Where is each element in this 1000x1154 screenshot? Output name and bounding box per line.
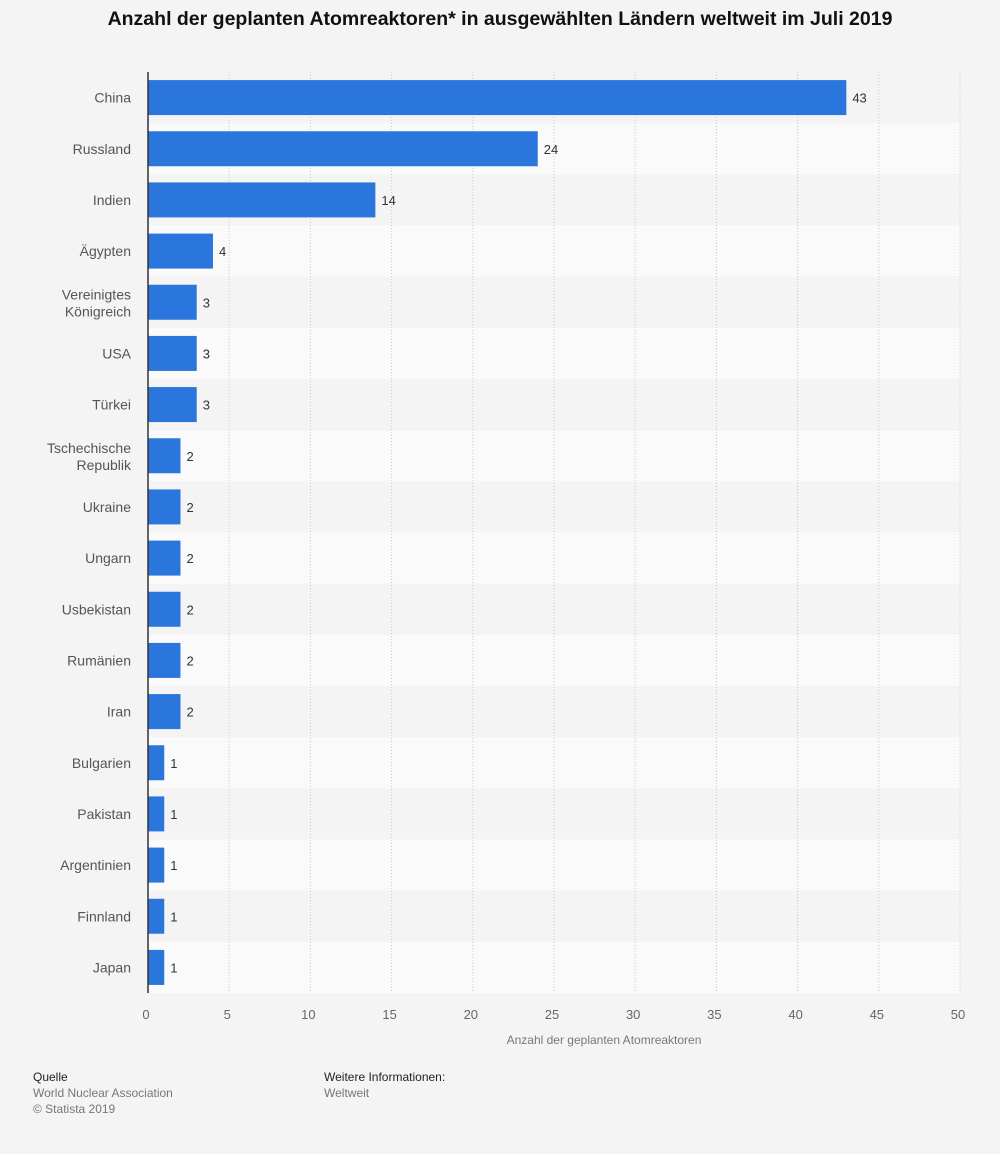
value-label: 2 [186,602,193,617]
x-tick-label: 10 [301,1007,315,1022]
value-label: 1 [170,909,177,924]
x-tick-label: 35 [707,1007,721,1022]
x-tick-label: 50 [951,1007,965,1022]
row-band [148,379,960,431]
category-label: Ungarn [85,550,131,566]
category-label: Usbekistan [62,601,131,617]
bar [148,182,376,218]
category-label: Tschechische Republik [47,440,132,473]
value-label: 2 [186,449,193,464]
value-label: 2 [186,551,193,566]
value-label: 2 [186,705,193,720]
category-label: Rumänien [67,652,131,668]
bar [148,745,165,781]
x-tick-label: 5 [224,1007,231,1022]
category-label: Indien [93,192,131,208]
info-block: Weitere Informationen: Weltweit [324,1069,445,1101]
x-tick-label: 15 [382,1007,396,1022]
x-tick-label: 45 [870,1007,884,1022]
row-band [148,276,960,328]
chart-title: Anzahl der geplanten Atomreaktoren* in a… [107,8,893,30]
category-label: Pakistan [77,806,131,822]
category-label: Iran [107,704,131,720]
value-label: 1 [170,756,177,771]
row-band [148,941,960,993]
bar [148,898,165,934]
value-label: 1 [170,858,177,873]
copyright: © Statista 2019 [33,1102,116,1116]
value-label: 3 [203,398,210,413]
category-label: Ägypten [80,243,131,259]
x-tick-label: 20 [464,1007,478,1022]
row-band [148,225,960,277]
value-label: 1 [170,960,177,975]
bar [148,387,197,423]
category-label: Japan [93,959,131,975]
x-tick-label: 40 [788,1007,802,1022]
bar [148,642,181,678]
bar [148,233,213,269]
bar [148,591,181,627]
value-label: 4 [219,244,226,259]
value-label: 2 [186,653,193,668]
bar-chart: 43 China 24 Russland 14 Indien 4 Ägypten 3 Verein… [47,72,965,1047]
category-label: Ukraine [83,499,131,515]
category-label: Vereinigtes Königreich [62,286,131,319]
bar [148,796,165,832]
row-band [148,327,960,379]
bar [148,335,197,371]
bar [148,131,538,167]
category-label: Bulgarien [72,755,131,771]
category-label: China [94,90,131,106]
bar [148,80,847,116]
bar [148,847,165,883]
info-heading: Weitere Informationen: [324,1070,446,1084]
category-label: Finnland [77,908,131,924]
value-label: 3 [203,346,210,361]
row-band [148,890,960,942]
value-label: 43 [852,91,866,106]
row-band [148,430,960,482]
bar [148,438,181,474]
value-label: 1 [170,807,177,822]
category-label: Russland [73,141,131,157]
source-block: Quelle World Nuclear Association © Stati… [33,1069,173,1117]
source-name[interactable]: World Nuclear Association [33,1086,173,1100]
x-axis-title: Anzahl der geplanten Atomreaktoren [507,1033,702,1047]
x-tick-label: 0 [142,1007,149,1022]
category-label: USA [102,345,131,361]
bar [148,949,165,985]
bar [148,694,181,730]
bar [148,540,181,576]
value-label: 24 [544,142,558,157]
x-tick-label: 30 [626,1007,640,1022]
source-heading: Quelle [33,1070,68,1084]
x-tick-label: 25 [545,1007,559,1022]
value-label: 14 [381,193,395,208]
value-label: 2 [186,500,193,515]
bar [148,489,181,525]
value-label: 3 [203,295,210,310]
info-text: Weltweit [324,1086,370,1100]
category-label: Argentinien [60,857,131,873]
category-label: Türkei [92,397,131,413]
bar [148,284,197,320]
